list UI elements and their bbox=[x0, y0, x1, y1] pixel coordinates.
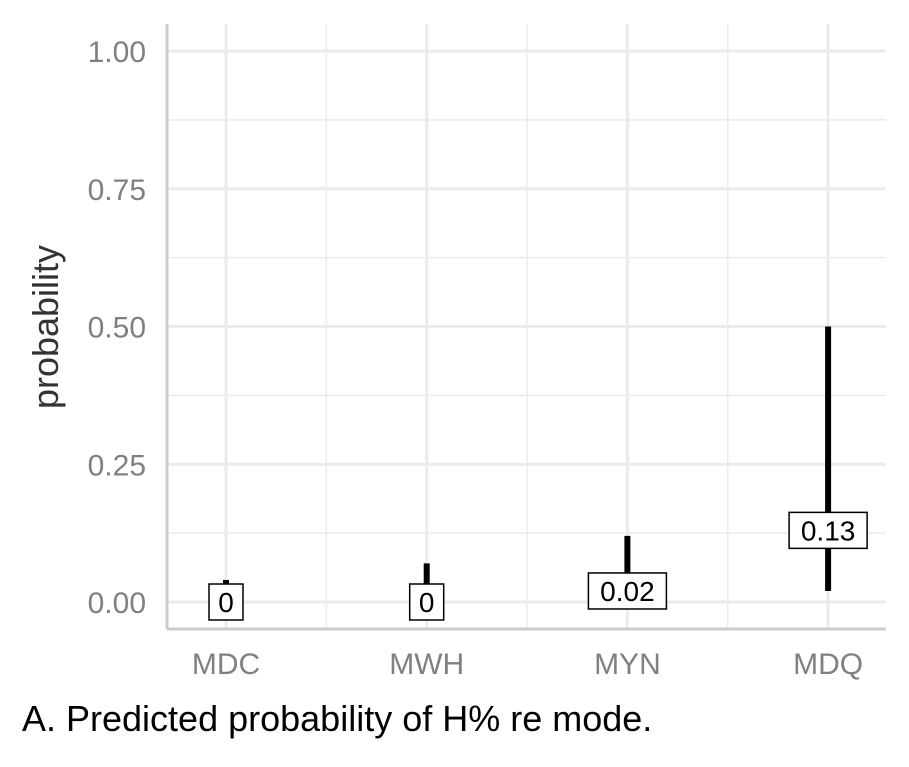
chart: 0.00 0.25 0.50 0.75 1.00 MDC MWH MYN MDQ 0 0 0.02… bbox=[25, 24, 886, 681]
estimate-label-text: 0 bbox=[218, 587, 234, 618]
x-tick-label: MDC bbox=[192, 648, 260, 681]
grid-lines bbox=[167, 24, 886, 629]
y-tick-label: 0.00 bbox=[88, 587, 146, 620]
estimate-label-text: 0.02 bbox=[600, 576, 655, 607]
x-tick-label: MWH bbox=[389, 648, 464, 681]
y-tick-labels: 0.00 0.25 0.50 0.75 1.00 bbox=[88, 36, 146, 620]
figure-caption: A. Predicted probability of H% re mode. bbox=[22, 698, 653, 739]
estimate-label-mdq: 0.13 bbox=[788, 511, 868, 550]
estimate-label-mwh: 0 bbox=[408, 583, 445, 621]
y-tick-label: 1.00 bbox=[88, 36, 146, 69]
axes bbox=[165, 24, 886, 631]
y-tick-label: 0.25 bbox=[88, 449, 146, 482]
estimate-label-box bbox=[587, 572, 668, 610]
estimate-label-box bbox=[788, 511, 868, 550]
estimate-label-mdc: 0 bbox=[208, 583, 244, 621]
x-tick-label: MYN bbox=[594, 648, 661, 681]
estimate-label-box bbox=[408, 583, 445, 621]
y-axis-title: probability bbox=[25, 245, 66, 409]
y-tick-label: 0.50 bbox=[88, 312, 146, 345]
estimate-label-myn: 0.02 bbox=[587, 572, 668, 610]
x-tick-labels: MDC MWH MYN MDQ bbox=[192, 648, 863, 681]
x-tick-label: MDQ bbox=[793, 648, 863, 681]
estimate-label-text: 0.13 bbox=[801, 515, 856, 546]
estimate-label-text: 0 bbox=[419, 587, 435, 618]
y-tick-label: 0.75 bbox=[88, 174, 146, 207]
estimate-label-box bbox=[208, 583, 244, 621]
data-labels: 0 0 0.02 0.13 bbox=[208, 511, 868, 621]
